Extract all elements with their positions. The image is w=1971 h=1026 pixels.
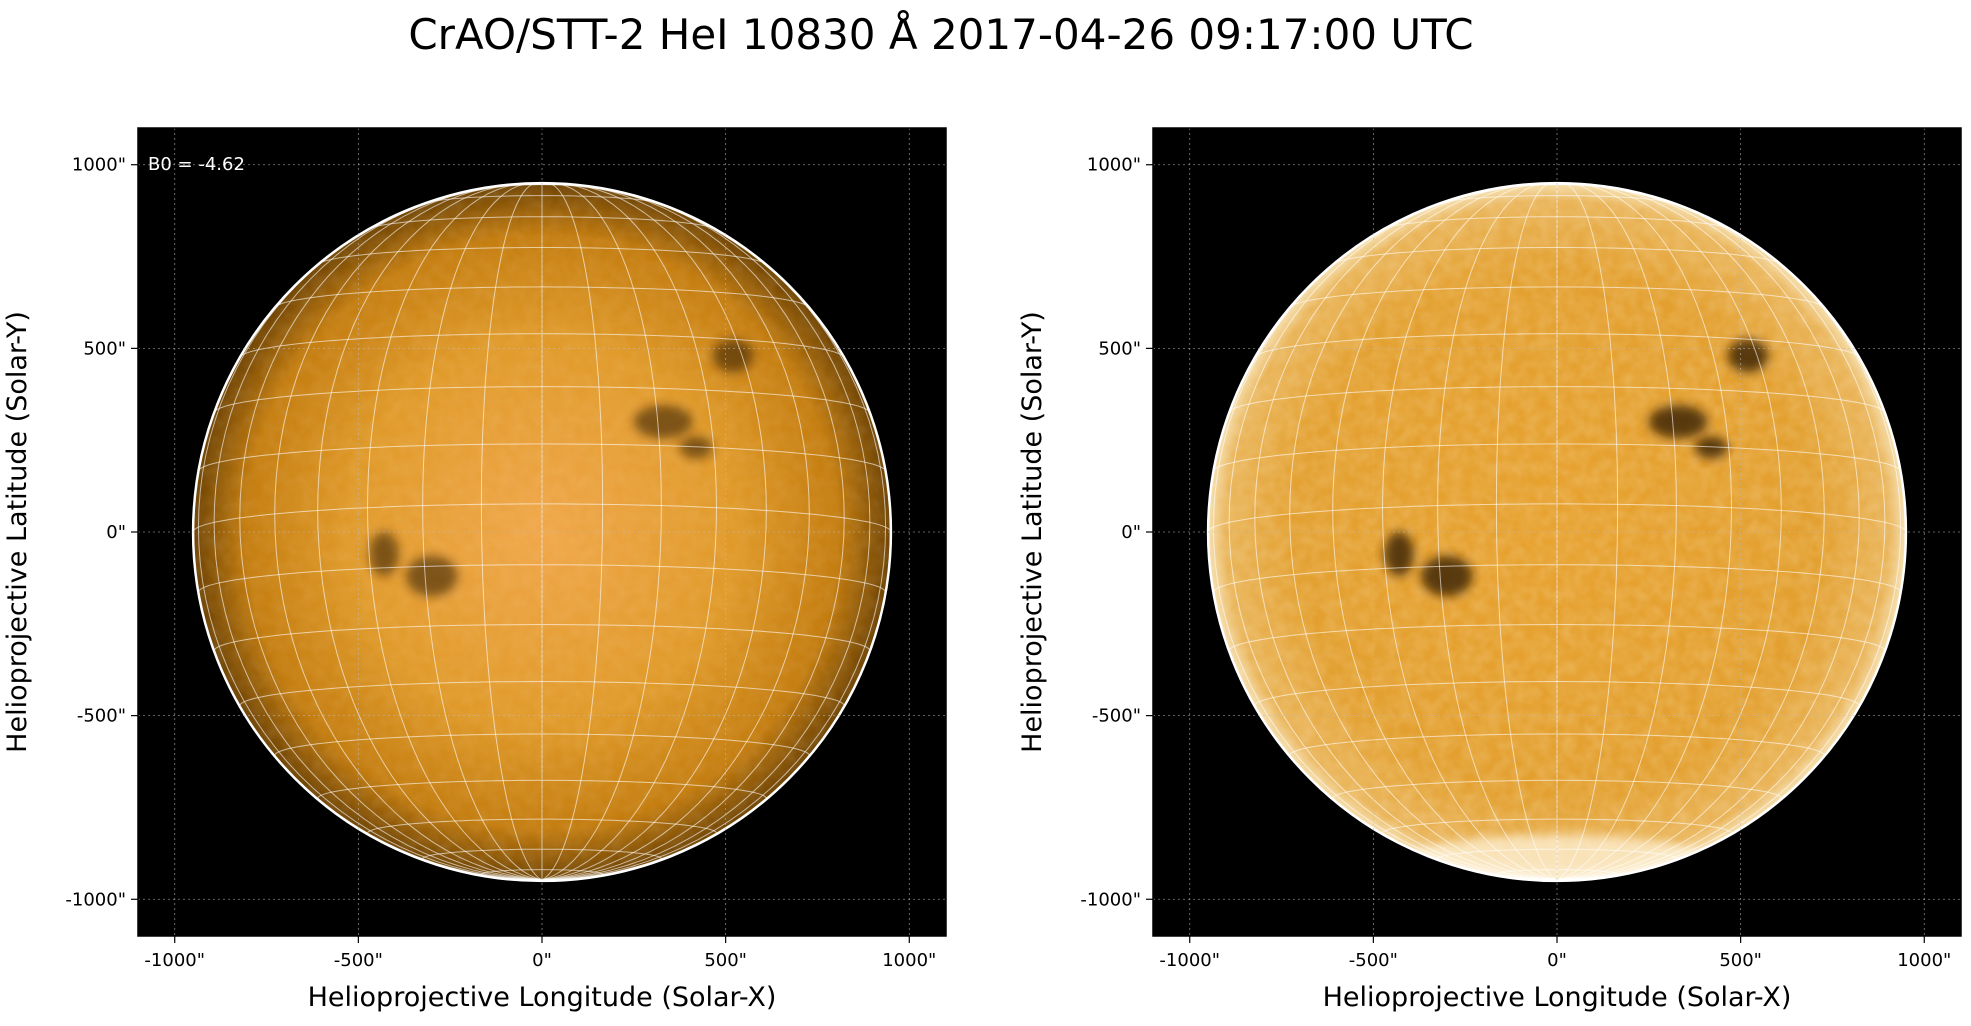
filament <box>1727 339 1769 373</box>
active-regions <box>1384 339 1769 597</box>
x-tick-label: -1000" <box>144 950 205 971</box>
parallel <box>1254 680 1860 707</box>
x-tick-label: -500" <box>1349 950 1398 971</box>
parallel <box>1437 195 1677 206</box>
figure-title: CrAO/STT-2 HeI 10830 Å 2017-04-26 09:17:… <box>408 10 1474 59</box>
filament <box>679 436 713 459</box>
y-tick-label: 1000" <box>72 155 126 176</box>
y-tick-label: -500" <box>77 706 126 727</box>
filament <box>712 339 754 373</box>
filament <box>633 405 693 439</box>
filament <box>1421 555 1473 597</box>
parallel <box>1332 779 1782 799</box>
y-axis-label: Helioprojective Latitude (Solar-Y) <box>1017 311 1048 753</box>
x-tick-label: -500" <box>334 950 383 971</box>
filament <box>1648 405 1708 439</box>
parallel <box>213 386 871 414</box>
right-panel: -1000" -500" 0" 500" 1000" 1000" 500" 0" -500" -1… <box>1017 127 1962 1013</box>
y-tick-label: -500" <box>1092 706 1141 727</box>
parallel <box>317 779 767 799</box>
parallel <box>367 216 717 231</box>
x-axis-label: Helioprojective Longitude (Solar-X) <box>308 982 777 1013</box>
b0-annotation: B0 = -4.62 <box>148 154 245 175</box>
parallel <box>1228 386 1886 414</box>
parallel <box>239 680 845 707</box>
y-tick-label: -1000" <box>65 889 126 910</box>
y-tick-label: 0" <box>1121 522 1141 543</box>
y-tick-label: -1000" <box>1080 889 1141 910</box>
filament <box>369 532 399 577</box>
x-tick-label: 0" <box>1547 950 1567 971</box>
filament <box>406 555 458 597</box>
x-tick-label: 0" <box>532 950 552 971</box>
y-tick-label: 1000" <box>1087 155 1141 176</box>
y-tick-label: 0" <box>106 522 126 543</box>
x-tick-label: 500" <box>1719 950 1762 971</box>
filament <box>1694 436 1728 459</box>
x-tick-label: 1000" <box>1897 950 1951 971</box>
y-axis-label: Helioprojective Latitude (Solar-Y) <box>2 311 33 753</box>
parallel <box>317 247 767 266</box>
x-tick-label: -1000" <box>1159 950 1220 971</box>
parallel <box>1382 216 1732 231</box>
left-panel: -1000" -500" 0" 500" 1000" 1000" 500" 0" -500" -1… <box>2 127 947 1013</box>
parallel <box>1332 247 1782 266</box>
x-axis-label: Helioprojective Longitude (Solar-X) <box>1323 982 1792 1013</box>
x-tick-label: 1000" <box>882 950 936 971</box>
parallel <box>422 195 662 206</box>
y-tick-label: 500" <box>1098 338 1141 359</box>
parallel <box>274 286 810 309</box>
parallel <box>1289 286 1825 309</box>
y-tick-label: 500" <box>83 338 126 359</box>
filament <box>1384 532 1414 577</box>
x-tick-label: 500" <box>704 950 747 971</box>
